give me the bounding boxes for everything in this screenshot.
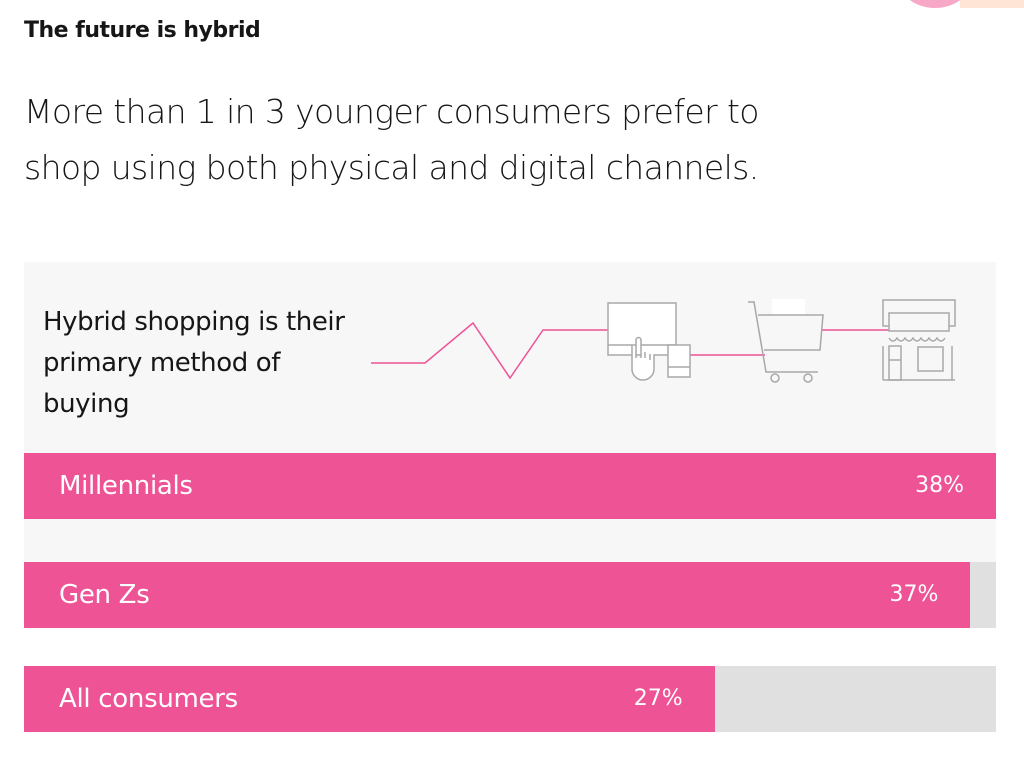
data-label: 37%	[889, 582, 939, 607]
bar-track-millennials: Millennials 38%	[24, 453, 996, 519]
bar-millennials: Millennials 38%	[24, 453, 996, 519]
shopping-cart-icon	[748, 299, 824, 383]
bar-label: Gen Zs	[59, 580, 150, 610]
storefront-icon	[882, 299, 956, 381]
bar-label: All consumers	[59, 684, 238, 714]
chart-title: Hybrid shopping is their primary method …	[43, 307, 345, 419]
eyebrow-heading: The future is hybrid	[24, 18, 261, 43]
tablet-touch-icon	[607, 302, 691, 381]
bar-label: Millennials	[59, 471, 193, 501]
data-label: 27%	[633, 686, 683, 711]
data-label: 38%	[915, 473, 964, 498]
decorative-shape	[909, 0, 1024, 8]
journey-illustration	[371, 299, 956, 383]
bar-track-all-consumers: All consumers 27%	[24, 666, 996, 732]
bar-all-consumers: All consumers 27%	[24, 666, 715, 732]
journey-line	[371, 321, 608, 380]
bar-track-gen-z: Gen Zs 37%	[24, 562, 996, 628]
headline: More than 1 in 3 younger consumers prefe…	[24, 92, 759, 187]
bar-gen-z: Gen Zs 37%	[24, 562, 971, 628]
